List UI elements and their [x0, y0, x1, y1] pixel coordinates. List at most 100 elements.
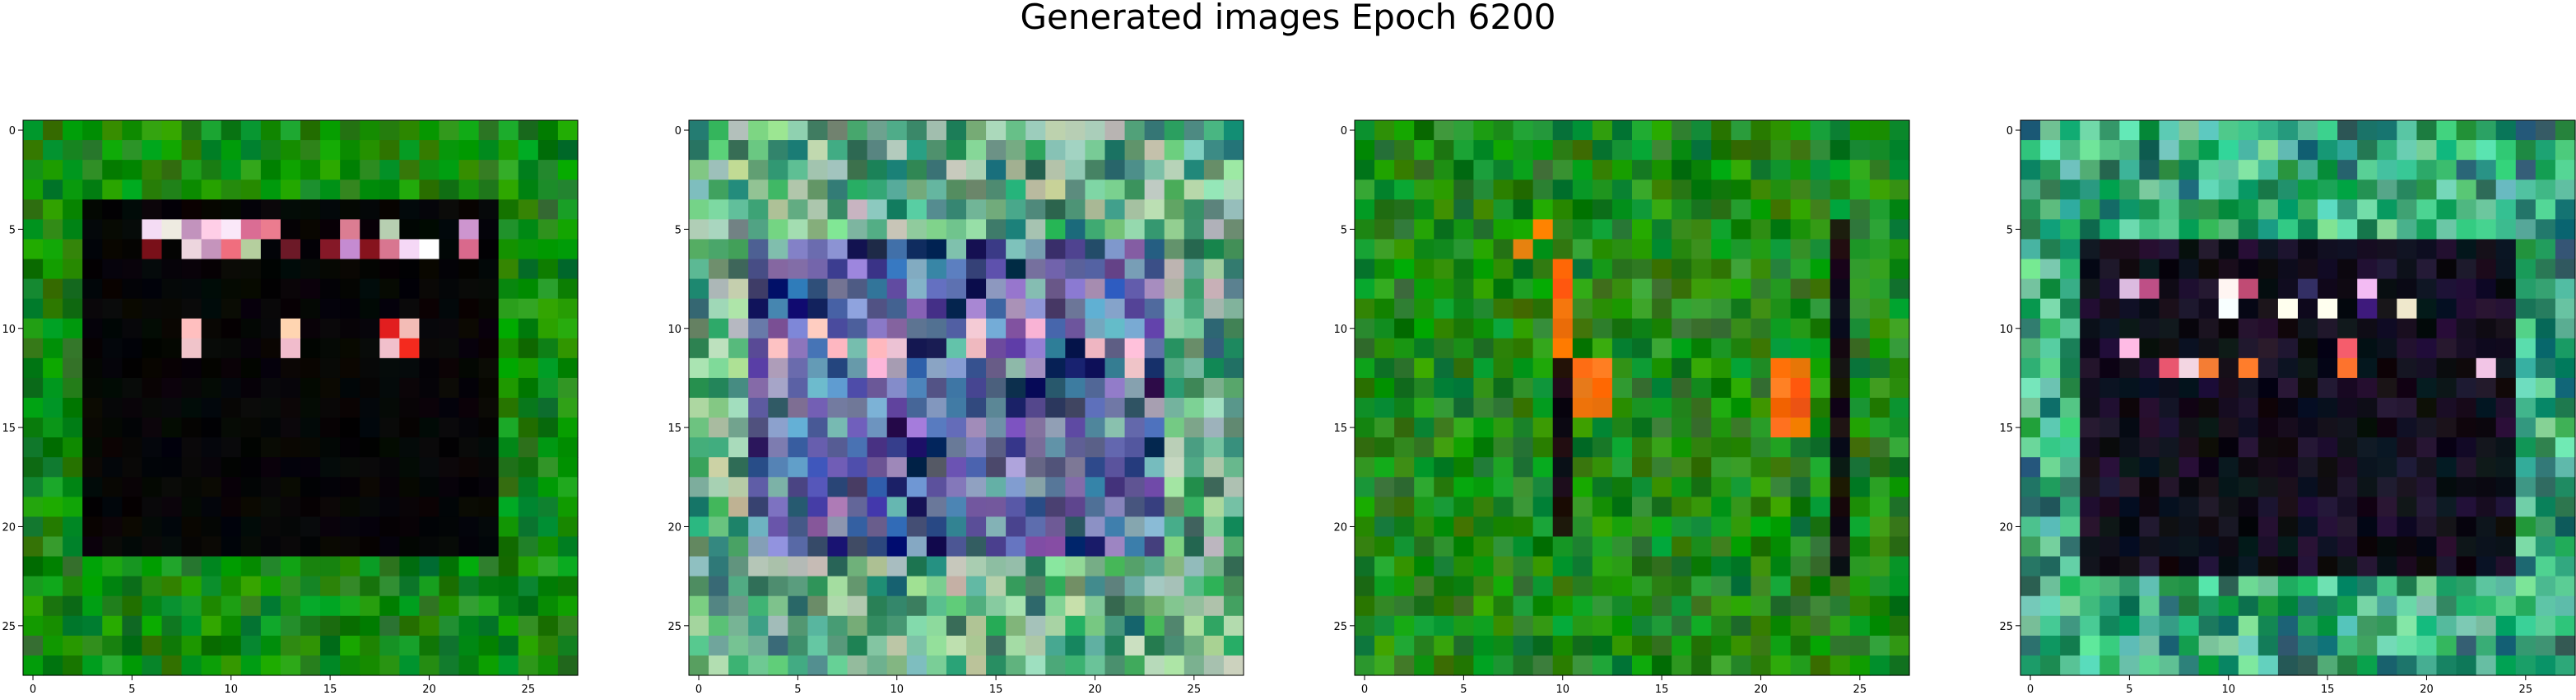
- pixel: [1711, 477, 1732, 497]
- pixel: [689, 477, 709, 497]
- pixel: [946, 239, 967, 260]
- pixel: [2397, 180, 2418, 200]
- pixel: [1493, 160, 1514, 180]
- pixel: [768, 418, 788, 438]
- pixel: [2238, 398, 2259, 418]
- pixel: [1223, 556, 1244, 577]
- pixel: [1632, 655, 1653, 676]
- pixel: [1006, 298, 1026, 320]
- pixel: [2397, 318, 2418, 339]
- pixel: [2060, 655, 2081, 676]
- pixel: [63, 437, 83, 458]
- pixel: [1691, 615, 1712, 637]
- pixel: [1453, 615, 1475, 637]
- pixel: [161, 635, 183, 656]
- pixel: [142, 338, 163, 359]
- pixel: [2139, 318, 2160, 339]
- pixel: [458, 278, 480, 300]
- pixel: [102, 318, 123, 339]
- pixel: [2040, 377, 2061, 399]
- pixel: [1006, 576, 1026, 597]
- pixel: [1572, 477, 1593, 497]
- pixel: [1751, 635, 1772, 656]
- pixel: [63, 318, 83, 339]
- pixel: [1513, 338, 1534, 359]
- pixel: [1453, 377, 1475, 399]
- pixel: [709, 576, 729, 597]
- pixel: [867, 219, 888, 240]
- pixel: [946, 398, 967, 418]
- pixel: [1473, 576, 1495, 597]
- pixel: [320, 457, 341, 478]
- pixel: [1691, 457, 1712, 478]
- pixel: [1731, 278, 1752, 300]
- pixel: [221, 477, 242, 497]
- pixel: [419, 457, 440, 478]
- pixel: [2198, 655, 2220, 676]
- pixel: [221, 180, 242, 200]
- pixel: [2257, 259, 2279, 280]
- pixel: [280, 536, 301, 558]
- pixel: [181, 318, 202, 339]
- pixel: [1711, 635, 1732, 656]
- pixel: [1790, 595, 1811, 617]
- pixel: [280, 418, 301, 438]
- pixel: [1731, 259, 1752, 280]
- pixel: [300, 160, 321, 180]
- pixel: [240, 318, 262, 339]
- pixel: [1790, 576, 1811, 597]
- pixel: [1006, 239, 1026, 260]
- pixel: [2456, 398, 2477, 418]
- pixel: [221, 635, 242, 656]
- pixel: [2238, 497, 2259, 518]
- pixel: [1552, 497, 1574, 518]
- pixel: [2298, 576, 2318, 597]
- pixel: [142, 140, 163, 161]
- pixel: [1672, 457, 1692, 478]
- pixel: [689, 437, 709, 458]
- pixel: [478, 457, 500, 478]
- pixel: [2178, 239, 2200, 260]
- pixel: [201, 477, 222, 497]
- pixel: [1144, 160, 1165, 180]
- pixel: [2397, 377, 2418, 399]
- pixel: [1810, 595, 1831, 617]
- pixel: [2436, 160, 2457, 180]
- pixel: [142, 635, 163, 656]
- pixel: [1770, 160, 1792, 180]
- pixel: [906, 477, 928, 497]
- pixel: [2397, 160, 2418, 180]
- pixel: [23, 377, 44, 399]
- pixel: [1374, 595, 1395, 617]
- pixel: [1810, 259, 1831, 280]
- pixel: [2218, 140, 2239, 161]
- pixel: [807, 338, 829, 359]
- pixel: [748, 615, 769, 637]
- pixel: [926, 120, 947, 141]
- pixel: [2238, 516, 2259, 538]
- pixel: [2277, 338, 2299, 359]
- pixel: [2139, 516, 2160, 538]
- pixel: [320, 556, 341, 577]
- pixel: [2515, 556, 2536, 577]
- pixel: [557, 278, 579, 300]
- pixel: [1203, 576, 1225, 597]
- pixel: [1672, 615, 1692, 637]
- pixel: [1611, 318, 1633, 339]
- pixel: [2178, 278, 2200, 300]
- pixel: [221, 357, 242, 379]
- pixel: [748, 497, 769, 518]
- pixel: [240, 457, 262, 478]
- pixel: [2159, 318, 2180, 339]
- pixel: [1592, 457, 1613, 478]
- pixel: [886, 497, 908, 518]
- pixel: [946, 160, 967, 180]
- pixel: [728, 497, 749, 518]
- pixel: [1691, 418, 1712, 438]
- pixel: [419, 556, 440, 577]
- pixel: [906, 219, 928, 240]
- pixel: [2357, 615, 2378, 637]
- pixel: [906, 357, 928, 379]
- pixel: [181, 477, 202, 497]
- pixel: [2218, 595, 2239, 617]
